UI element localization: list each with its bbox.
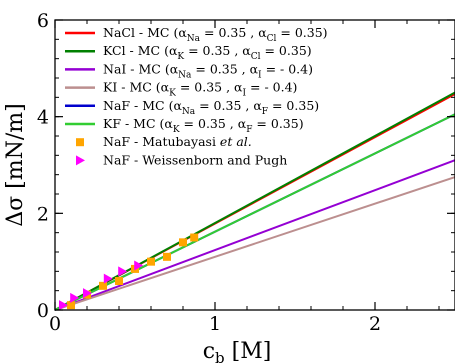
data-point-square — [67, 301, 75, 310]
x-axis-label: cb [M] — [203, 339, 272, 364]
x-tick-label: 1 — [209, 313, 221, 335]
data-point-square — [163, 252, 171, 261]
data-point-square — [147, 257, 155, 266]
data-point-triangle — [83, 288, 92, 299]
legend-label-0: NaCl - MC (αNa = 0.35 , αCl = 0.35) — [103, 25, 328, 44]
data-point-square — [99, 281, 107, 290]
data-point-triangle — [134, 260, 144, 271]
data-point-triangle — [103, 273, 113, 284]
legend-label-5: KF - MC (αK = 0.35 , αF = 0.35) — [103, 116, 304, 135]
tick-layer: 0 1 2 0 2 4 6 — [37, 10, 455, 335]
legend-label-4: NaF - MC (αNa = 0.35 , αF = 0.35) — [103, 98, 319, 117]
legend-swatch-triangle — [76, 155, 85, 166]
x-tick-label: 2 — [369, 313, 381, 335]
series-line-2 — [54, 159, 455, 311]
plot-frame — [54, 19, 455, 311]
legend-swatch-square — [76, 138, 84, 147]
data-point-square — [190, 233, 199, 242]
y-tick-label: 2 — [37, 203, 49, 225]
series-line-3 — [54, 176, 455, 311]
data-point-square — [115, 277, 123, 285]
data-point-triangle — [118, 266, 128, 277]
y-tick-label: 4 — [37, 107, 49, 129]
legend-label-3: KI - MC (αK = 0.35 , αI = - 0.4) — [103, 80, 297, 99]
y-tick-label: 6 — [37, 10, 49, 32]
x-tick-label: 0 — [49, 313, 61, 335]
legend-label-7: NaF - Weissenborn and Pugh — [103, 152, 287, 167]
legend: NaCl - MC (αNa = 0.35 , αCl = 0.35)KCl -… — [65, 25, 328, 167]
y-axis-label: Δσ [mN/m] — [3, 103, 28, 226]
series-layer — [54, 91, 455, 311]
y-tick-label: 0 — [37, 300, 49, 322]
data-point-triangle — [59, 300, 68, 311]
data-point-triangle — [70, 292, 80, 303]
legend-label-1: KCl - MC (αK = 0.35 , αCl = 0.35) — [103, 43, 312, 62]
data-point-square — [179, 238, 187, 247]
legend-label-2: NaI - MC (αNa = 0.35 , αI = - 0.4) — [103, 61, 313, 80]
legend-label-6: NaF - Matubayasi et al. — [103, 134, 252, 149]
